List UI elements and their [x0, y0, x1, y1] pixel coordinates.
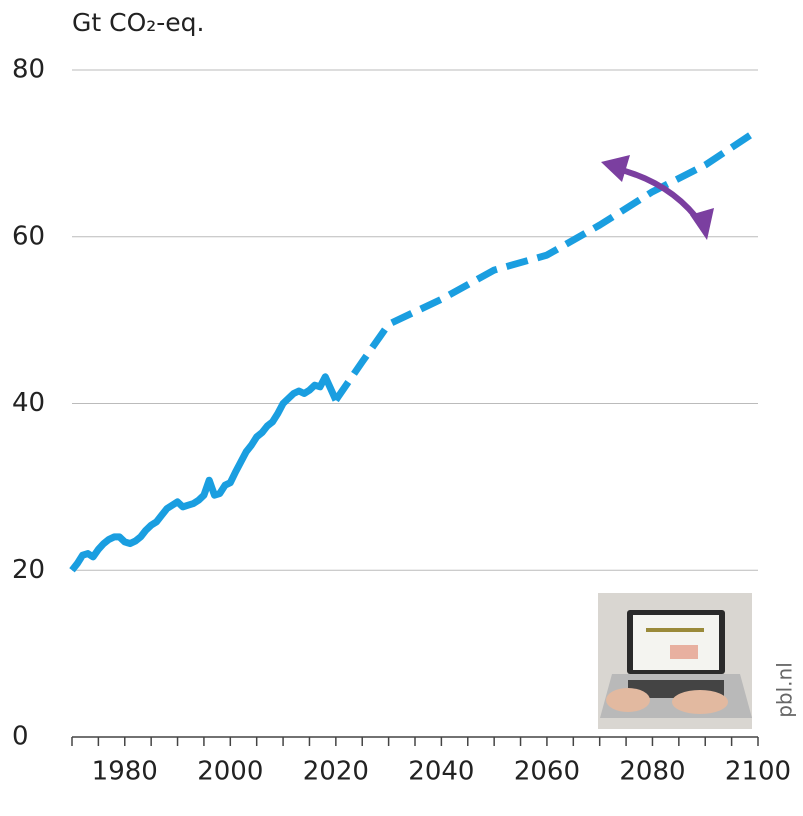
y-tick-label: 80	[12, 55, 45, 85]
source: pbl.nl	[773, 662, 797, 718]
photo-inset	[598, 593, 752, 729]
y-tick-label: 20	[12, 555, 45, 585]
x-tick-label: 2000	[197, 757, 263, 787]
x-tick-label: 2060	[514, 757, 580, 787]
data-line	[332, 127, 760, 403]
x-tick-label: 2080	[619, 757, 685, 787]
y-axis-unit: Gt CO₂-eq.	[72, 8, 205, 37]
y-tick-label: 40	[12, 388, 45, 418]
data-line	[69, 373, 340, 573]
x-tick-label: 2020	[303, 757, 369, 787]
x-tick-label: 2040	[408, 757, 474, 787]
y-tick-label: 60	[12, 221, 45, 251]
uncertainty-arrow	[601, 155, 714, 240]
y-tick-label: 0	[12, 722, 29, 752]
x-tick-label: 2100	[725, 757, 791, 787]
x-tick-label: 1980	[92, 757, 158, 787]
